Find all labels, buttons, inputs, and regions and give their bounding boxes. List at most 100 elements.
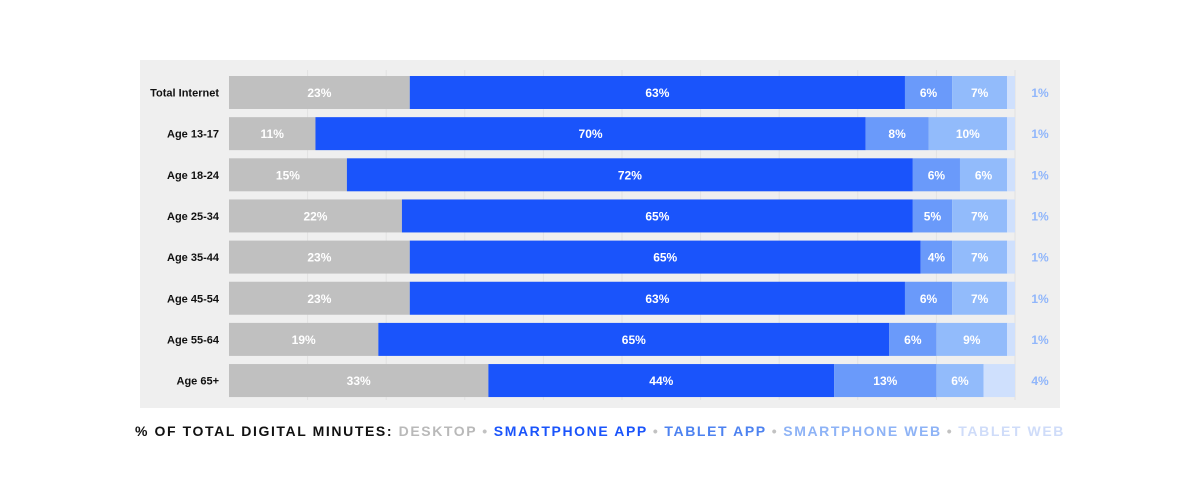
bar-segment-smartphone-web bbox=[936, 322, 1008, 356]
bar-segment-desktop bbox=[229, 199, 402, 233]
bar-segment-tablet-app bbox=[865, 117, 929, 151]
data-label: 33% bbox=[347, 374, 371, 388]
category-label: Age 35-44 bbox=[167, 252, 220, 264]
bar-segment-tablet-web bbox=[1007, 158, 1015, 192]
category-label: Total Internet bbox=[150, 88, 219, 100]
bar-segment-desktop bbox=[229, 76, 410, 109]
bar-segment-tablet-web bbox=[983, 364, 1015, 398]
bar-segment-smartphone-app bbox=[488, 364, 835, 398]
data-label-tail: 1% bbox=[1031, 333, 1049, 347]
bar-segment-smartphone-app bbox=[346, 158, 913, 192]
bar-segment-desktop bbox=[229, 117, 316, 151]
data-label: 10% bbox=[956, 127, 980, 141]
bar-segment-tablet-app bbox=[904, 281, 953, 315]
data-label: 19% bbox=[292, 333, 316, 347]
data-label: 44% bbox=[649, 374, 673, 388]
bar-segment-tablet-web bbox=[1007, 240, 1015, 274]
data-label: 23% bbox=[307, 251, 331, 265]
bar-segment-smartphone-web bbox=[928, 117, 1008, 151]
data-label: 6% bbox=[920, 292, 938, 306]
legend-item-desktop: DESKTOP bbox=[398, 423, 478, 439]
data-label: 65% bbox=[622, 333, 646, 347]
bar-segment-smartphone-web bbox=[952, 76, 1008, 109]
category-label: Age 45-54 bbox=[167, 293, 220, 305]
bar-segment-desktop bbox=[229, 281, 410, 315]
legend-prefix: % OF TOTAL DIGITAL MINUTES: bbox=[134, 423, 394, 439]
category-label: Age 55-64 bbox=[167, 334, 220, 346]
bar-segment-tablet-web bbox=[1007, 199, 1015, 233]
bar-segment-tablet-web bbox=[1007, 76, 1015, 109]
bar-segment-smartphone-web bbox=[952, 199, 1008, 233]
data-label-tail: 1% bbox=[1031, 292, 1049, 306]
bar-segment-smartphone-web bbox=[952, 281, 1008, 315]
category-label: Age 18-24 bbox=[167, 170, 220, 182]
bar-segment-smartphone-app bbox=[315, 117, 866, 151]
data-label: 22% bbox=[303, 209, 327, 223]
data-label: 6% bbox=[904, 333, 922, 347]
bar-segment-tablet-app bbox=[912, 158, 960, 192]
data-label: 65% bbox=[653, 251, 677, 265]
data-label: 72% bbox=[618, 168, 642, 182]
data-label-tail: 1% bbox=[1031, 86, 1049, 100]
bar-segment-smartphone-web bbox=[959, 158, 1008, 192]
bar-segment-smartphone-app bbox=[409, 240, 921, 274]
bar-segment-tablet-app bbox=[920, 240, 953, 274]
data-label: 6% bbox=[951, 374, 969, 388]
data-label: 11% bbox=[261, 127, 285, 141]
data-label: 63% bbox=[645, 292, 669, 306]
legend-separator: • bbox=[482, 423, 489, 439]
category-label: Age 65+ bbox=[177, 376, 220, 388]
bar-segment-tablet-app bbox=[889, 322, 937, 356]
data-label: 7% bbox=[971, 251, 989, 265]
bar-segment-smartphone-web bbox=[952, 240, 1008, 274]
legend: % OF TOTAL DIGITAL MINUTES: DESKTOP • SMAR… bbox=[0, 423, 1200, 439]
legend-separator: • bbox=[946, 423, 954, 439]
legend-items: DESKTOP • SMARTPHONE APP • TABLET APP • SMARTP… bbox=[399, 423, 1065, 439]
bar-segment-desktop bbox=[229, 240, 410, 274]
bar-segment-smartphone-app bbox=[409, 76, 905, 109]
data-label: 8% bbox=[888, 127, 906, 141]
bar-segment-desktop bbox=[229, 322, 379, 356]
bar-segment-smartphone-app bbox=[409, 281, 905, 315]
data-label: 4% bbox=[928, 251, 946, 265]
data-label: 7% bbox=[971, 209, 989, 223]
legend-item-smartphone-web: SMARTPHONE WEB bbox=[783, 423, 942, 439]
data-label: 70% bbox=[579, 127, 603, 141]
bar-segment-desktop bbox=[229, 158, 347, 192]
data-label: 6% bbox=[920, 86, 938, 100]
data-label: 23% bbox=[307, 292, 331, 306]
data-label: 13% bbox=[873, 374, 897, 388]
bar-segment-smartphone-web bbox=[936, 364, 984, 398]
category-label: Age 13-17 bbox=[167, 129, 219, 141]
data-label-tail: 4% bbox=[1031, 374, 1049, 388]
category-label: Age 25-34 bbox=[167, 211, 220, 223]
data-label: 5% bbox=[924, 209, 942, 223]
bar-segment-tablet-app bbox=[912, 199, 953, 233]
data-label-tail: 1% bbox=[1031, 127, 1049, 141]
legend-item-tablet-app: TABLET APP bbox=[664, 423, 767, 439]
data-label: 6% bbox=[975, 168, 993, 182]
bar-segment-smartphone-app bbox=[378, 322, 890, 356]
data-label: 9% bbox=[963, 333, 981, 347]
bar-segment-smartphone-app bbox=[401, 199, 913, 233]
data-label-tail: 1% bbox=[1031, 209, 1049, 223]
data-label: 23% bbox=[307, 86, 331, 100]
data-label: 63% bbox=[645, 86, 669, 100]
data-label: 7% bbox=[971, 86, 989, 100]
data-label: 65% bbox=[645, 209, 669, 223]
legend-separator: • bbox=[652, 423, 660, 439]
bar-segment-desktop bbox=[229, 364, 489, 398]
data-label: 15% bbox=[276, 168, 300, 182]
bars: Total Internet 23% 63% 6% 7% 1% Age 13-17 11% 70… bbox=[150, 76, 1049, 398]
data-label: 7% bbox=[971, 292, 989, 306]
bar-segment-tablet-web bbox=[1007, 117, 1015, 151]
legend-item-smartphone-app: SMARTPHONE APP bbox=[493, 423, 648, 439]
legend-separator: • bbox=[771, 423, 779, 439]
data-label-tail: 1% bbox=[1031, 251, 1049, 265]
bar-segment-tablet-app bbox=[834, 364, 937, 398]
data-label-tail: 1% bbox=[1031, 168, 1049, 182]
bar-segment-tablet-app bbox=[904, 76, 953, 109]
data-label: 6% bbox=[928, 168, 946, 182]
legend-item-tablet-web: TABLET WEB bbox=[958, 423, 1066, 439]
